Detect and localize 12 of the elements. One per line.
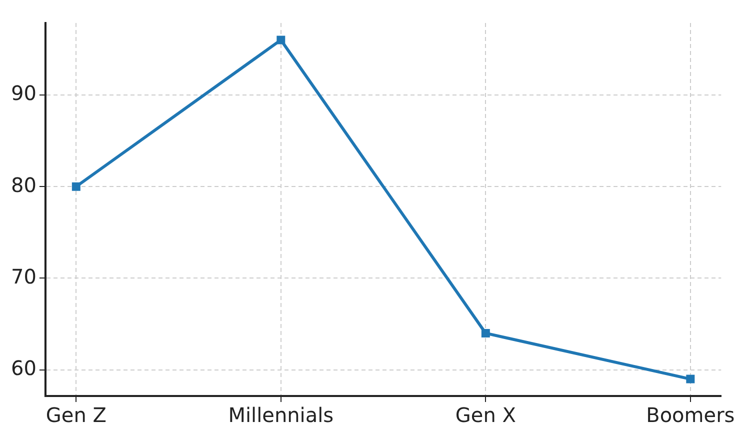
x-tick-label: Boomers [646, 403, 735, 428]
y-tick-label: 80 [10, 172, 36, 197]
point [72, 182, 80, 191]
y-tick-label: 90 [10, 81, 36, 106]
y-tick-label: 70 [10, 264, 36, 288]
y-tick-label: 60 [10, 356, 36, 380]
point [481, 328, 490, 338]
x-tick-label: Millennials [228, 403, 334, 428]
x-tick-label: Gen Z [46, 403, 106, 428]
point [276, 36, 286, 44]
point [686, 374, 695, 384]
x-tick-label: Gen X [455, 403, 516, 428]
